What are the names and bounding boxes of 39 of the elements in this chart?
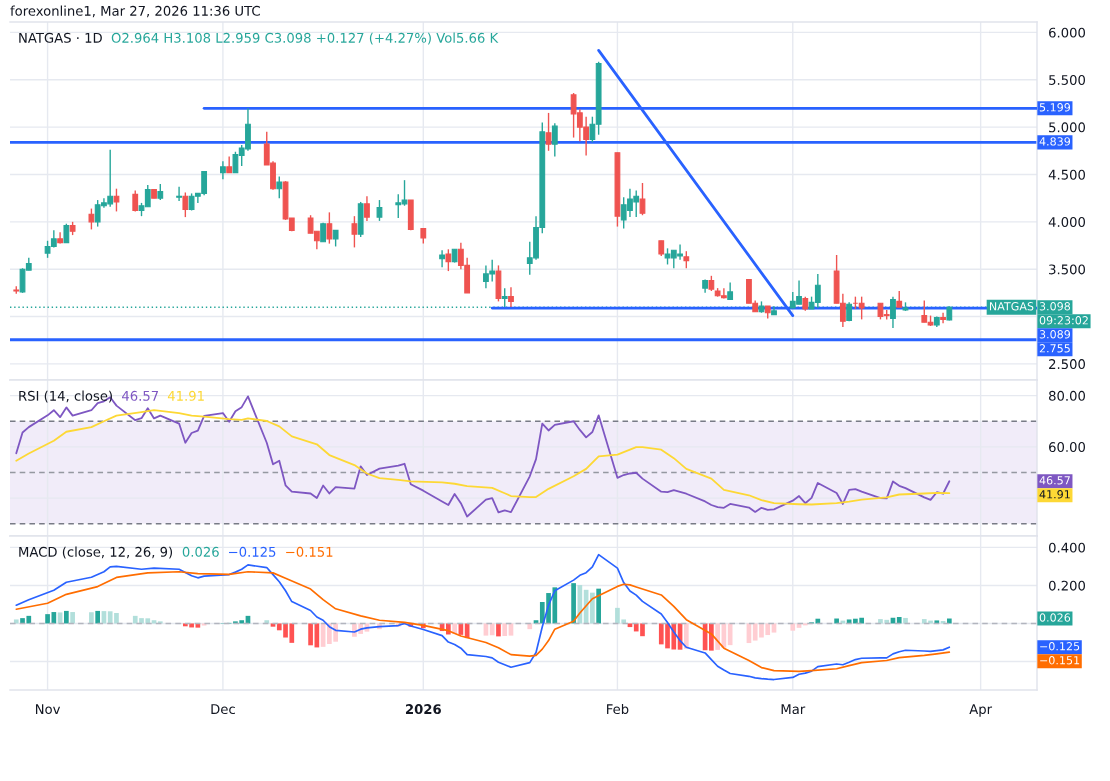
annotation: 3.098 <box>1039 302 1071 311</box>
y-tick-label: 5.500 <box>1049 74 1086 85</box>
y-tick-label: 3.500 <box>1049 264 1086 275</box>
text: 46.57 <box>1039 476 1070 485</box>
text: −0.151 <box>1040 656 1080 665</box>
text: O2.964 H3.108 L2.959 C3.098 +0.127 (+4.27%) Vol5.66 K <box>111 32 499 45</box>
annotation: 46.57 <box>122 390 159 401</box>
text: forexonline1, Mar 27, 2026 11:36 UTC <box>10 5 260 18</box>
ref-line-label: 4.839 <box>1039 137 1071 146</box>
annotation: −0.151 <box>286 546 333 557</box>
x-tick-label: Nov <box>35 704 61 715</box>
x-tick-label: Dec <box>211 704 235 715</box>
annotation: 0.026 <box>182 546 219 557</box>
y-tick-label: 4.000 <box>1048 217 1086 228</box>
y-tick-label: 6.000 <box>1049 27 1086 38</box>
annotation: 41.91 <box>167 390 204 401</box>
x-tick-label: 2026 <box>405 704 441 715</box>
ref-line-label: 2.755 <box>1039 344 1070 353</box>
y-tick-label: 5.000 <box>1049 122 1086 133</box>
x-tick-label: Feb <box>607 703 629 715</box>
y-tick-label: 0.200 <box>1048 580 1086 591</box>
data-label: 5.199 <box>1039 103 1071 112</box>
text: 0.026 <box>1039 613 1071 622</box>
ref-line-label: NATGAS <box>989 302 1034 311</box>
x-tick-label: Apr <box>969 704 993 717</box>
y-tick-label: 2.500 <box>1049 359 1086 370</box>
text: NATGAS · 1D <box>19 32 102 43</box>
y-tick-label: 4.500 <box>1048 169 1086 180</box>
text: MACD (close, 12, 26, 9) <box>19 546 173 559</box>
text: RSI (14, close) <box>19 390 112 403</box>
text: 09:23:02 <box>1039 316 1088 325</box>
y-tick-label: 0.400 <box>1048 542 1086 553</box>
text: 41.91 <box>1039 490 1070 499</box>
data-label: 3.089 <box>1039 330 1071 339</box>
y-tick-label: 80.00 <box>1049 390 1086 401</box>
x-tick-label: Mar <box>781 704 806 715</box>
text: −0.125 <box>1040 642 1080 651</box>
annotation: −0.125 <box>229 546 276 557</box>
y-tick-label: 60.00 <box>1049 442 1086 453</box>
